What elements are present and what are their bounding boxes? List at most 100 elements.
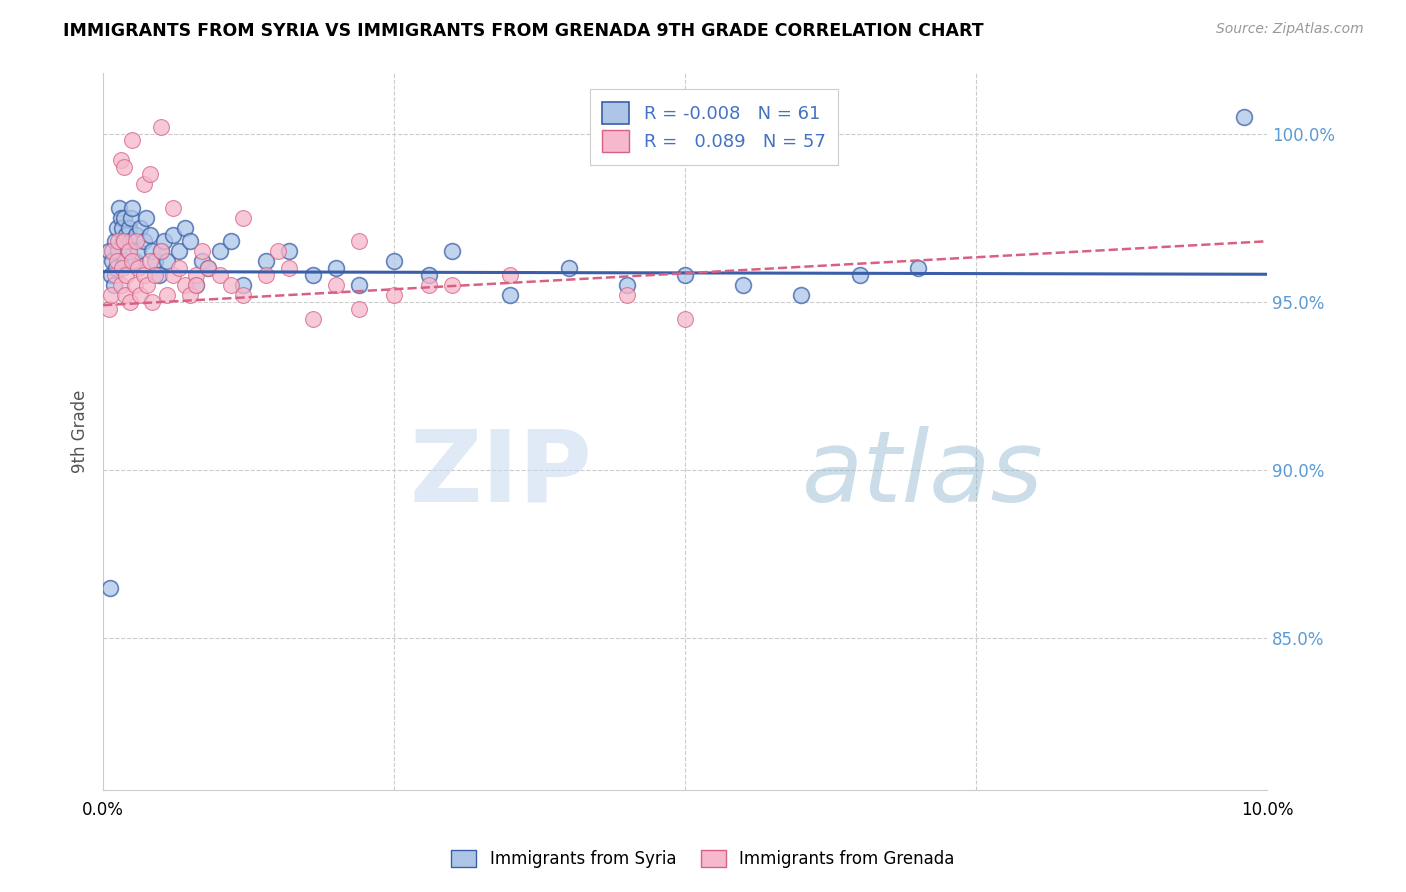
Point	[138, 227, 160, 242]
Point	[103, 278, 125, 293]
Point	[232, 288, 254, 302]
Point	[232, 278, 254, 293]
Point	[673, 268, 696, 282]
Point	[186, 278, 208, 293]
Point	[186, 278, 208, 293]
Point	[162, 268, 184, 282]
Point	[118, 294, 141, 309]
Point	[673, 311, 696, 326]
Point	[141, 244, 163, 259]
Point	[132, 177, 155, 191]
Point	[441, 278, 464, 293]
Y-axis label: 9th Grade: 9th Grade	[72, 390, 89, 473]
Legend: Immigrants from Syria, Immigrants from Grenada: Immigrants from Syria, Immigrants from G…	[444, 843, 962, 875]
Point	[124, 278, 146, 293]
Point	[254, 254, 277, 268]
Point	[101, 254, 124, 268]
Point	[616, 288, 638, 302]
Point	[121, 201, 143, 215]
Point	[347, 301, 370, 316]
Point	[111, 220, 134, 235]
Point	[108, 201, 131, 215]
Point	[790, 288, 813, 302]
Point	[219, 234, 242, 248]
Point	[150, 244, 173, 259]
Point	[110, 153, 132, 168]
Point	[107, 244, 129, 259]
Point	[848, 268, 870, 282]
Point	[191, 254, 214, 268]
Point	[150, 120, 173, 134]
Point	[499, 288, 522, 302]
Point	[162, 201, 184, 215]
Point	[141, 294, 163, 309]
Point	[115, 268, 138, 282]
Legend: R = -0.008   N = 61, R =   0.089   N = 57: R = -0.008 N = 61, R = 0.089 N = 57	[589, 89, 838, 165]
Point	[254, 268, 277, 282]
Point	[115, 227, 138, 242]
Point	[114, 288, 136, 302]
Point	[382, 254, 405, 268]
Point	[167, 244, 190, 259]
Point	[733, 278, 755, 293]
Point	[111, 234, 134, 248]
Point	[907, 261, 929, 276]
Point	[418, 278, 440, 293]
Point	[124, 254, 146, 268]
Point	[136, 278, 159, 293]
Point	[162, 227, 184, 242]
Text: IMMIGRANTS FROM SYRIA VS IMMIGRANTS FROM GRENADA 9TH GRADE CORRELATION CHART: IMMIGRANTS FROM SYRIA VS IMMIGRANTS FROM…	[63, 22, 984, 40]
Point	[145, 254, 167, 268]
Point	[98, 581, 121, 595]
Point	[129, 220, 152, 235]
Point	[179, 234, 201, 248]
Point	[197, 261, 219, 276]
Point	[232, 211, 254, 225]
Point	[145, 268, 167, 282]
Point	[152, 234, 174, 248]
Point	[156, 254, 179, 268]
Point	[101, 244, 124, 259]
Point	[127, 261, 149, 276]
Point	[132, 234, 155, 248]
Point	[148, 268, 170, 282]
Point	[100, 268, 122, 282]
Point	[557, 261, 579, 276]
Point	[301, 311, 323, 326]
Point	[191, 244, 214, 259]
Point	[418, 268, 440, 282]
Point	[110, 211, 132, 225]
Point	[441, 244, 464, 259]
Point	[325, 261, 347, 276]
Point	[208, 268, 231, 282]
Point	[105, 220, 128, 235]
Point	[1233, 110, 1256, 124]
Point	[105, 254, 128, 268]
Point	[499, 268, 522, 282]
Text: atlas: atlas	[801, 426, 1043, 523]
Point	[156, 288, 179, 302]
Point	[111, 261, 134, 276]
Point	[104, 234, 127, 248]
Point	[129, 288, 152, 302]
Point	[97, 244, 120, 259]
Point	[132, 268, 155, 282]
Point	[347, 278, 370, 293]
Text: Source: ZipAtlas.com: Source: ZipAtlas.com	[1216, 22, 1364, 37]
Point	[208, 244, 231, 259]
Point	[138, 254, 160, 268]
Text: ZIP: ZIP	[409, 426, 592, 523]
Point	[104, 268, 127, 282]
Point	[120, 211, 142, 225]
Point	[100, 288, 122, 302]
Point	[138, 167, 160, 181]
Point	[173, 278, 195, 293]
Point	[301, 268, 323, 282]
Point	[118, 244, 141, 259]
Point	[97, 301, 120, 316]
Point	[121, 254, 143, 268]
Point	[150, 244, 173, 259]
Point	[325, 278, 347, 293]
Point	[104, 261, 127, 276]
Point	[127, 244, 149, 259]
